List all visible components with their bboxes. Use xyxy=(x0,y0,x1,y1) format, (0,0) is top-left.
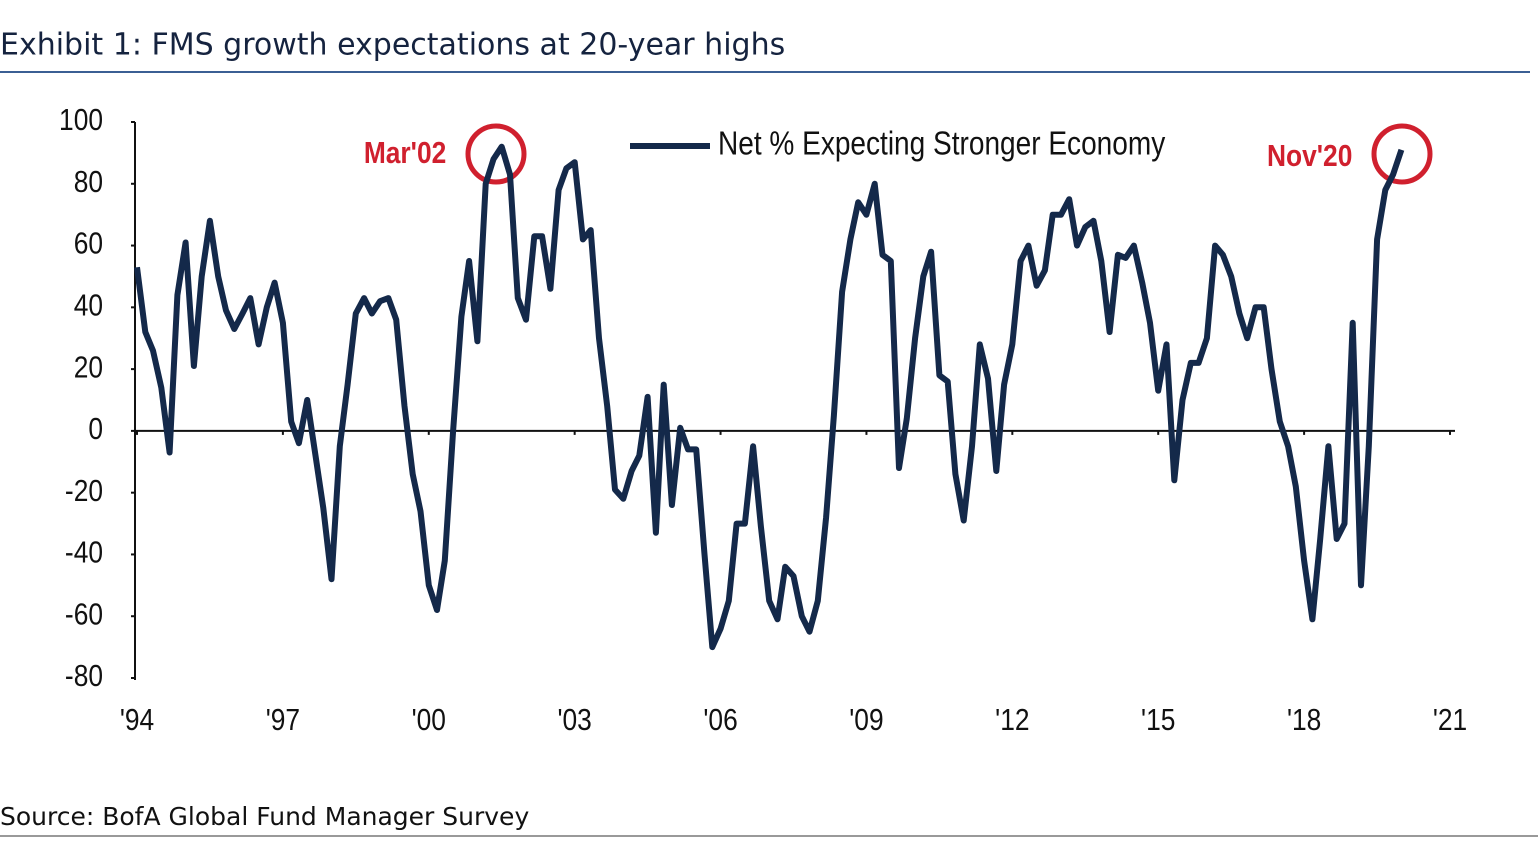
y-tick-label: 80 xyxy=(74,165,103,199)
source: Source: BofA Global Fund Manager Survey xyxy=(0,802,529,831)
y-tick-label: 40 xyxy=(74,289,103,323)
annotation-circle xyxy=(1371,123,1433,185)
legend-label: Net % Expecting Stronger Economy xyxy=(718,126,1166,163)
y-tick-label: 20 xyxy=(74,350,103,384)
annotation-circle xyxy=(465,123,527,185)
annotation: Mar'02 xyxy=(364,136,446,170)
x-tick-label: '15 xyxy=(1141,703,1175,737)
x-tick-label: '12 xyxy=(995,703,1029,737)
x-tick-label: '18 xyxy=(1287,703,1321,737)
x-tick-label: '00 xyxy=(412,703,446,737)
x-tick-label: '97 xyxy=(266,703,300,737)
y-tick-label: -60 xyxy=(65,597,103,631)
x-tick-label: '94 xyxy=(120,703,154,737)
y-tick-label: -20 xyxy=(65,474,103,508)
y-tick-label: -40 xyxy=(65,536,103,570)
annotation: Nov'20 xyxy=(1267,139,1352,173)
x-tick-label: '21 xyxy=(1433,703,1467,737)
y-tick-label: 100 xyxy=(59,103,103,137)
x-tick-label: '06 xyxy=(703,703,737,737)
y-tick-label: 0 xyxy=(88,412,103,446)
chart-title: Exhibit 1: FMS growth expectations at 20… xyxy=(0,28,785,63)
x-tick-label: '03 xyxy=(558,703,592,737)
y-tick-label: 60 xyxy=(74,227,103,261)
series-line xyxy=(134,143,1405,651)
y-tick-label: -80 xyxy=(65,659,103,693)
x-tick-label: '09 xyxy=(849,703,883,737)
